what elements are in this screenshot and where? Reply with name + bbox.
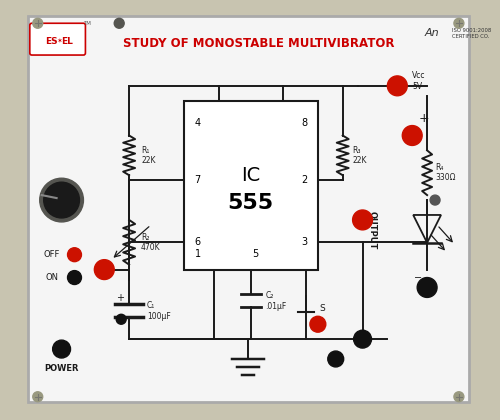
- Circle shape: [388, 76, 407, 96]
- Bar: [184, 101, 318, 270]
- Text: 8: 8: [301, 118, 307, 128]
- Text: 2: 2: [301, 175, 307, 185]
- Bar: [28, 16, 469, 402]
- Circle shape: [68, 248, 82, 262]
- Text: POWER: POWER: [44, 365, 79, 373]
- Circle shape: [94, 260, 114, 280]
- Text: Vcc
5V: Vcc 5V: [412, 71, 426, 91]
- Circle shape: [454, 18, 464, 28]
- Text: STUDY OF MONOSTABLE MULTIVIBRATOR: STUDY OF MONOSTABLE MULTIVIBRATOR: [122, 37, 394, 50]
- Circle shape: [354, 330, 372, 348]
- Circle shape: [40, 178, 84, 222]
- Text: C₁
100μF: C₁ 100μF: [147, 301, 171, 320]
- Circle shape: [352, 210, 372, 230]
- Text: 7: 7: [194, 175, 201, 185]
- Text: EL: EL: [62, 37, 74, 46]
- Text: OUTPUT: OUTPUT: [368, 211, 377, 249]
- Circle shape: [33, 392, 42, 402]
- Text: 5: 5: [252, 249, 258, 259]
- Circle shape: [402, 126, 422, 145]
- Circle shape: [33, 18, 42, 28]
- Circle shape: [454, 392, 464, 402]
- Text: R₄
330Ω: R₄ 330Ω: [435, 163, 456, 182]
- Text: +: +: [116, 294, 124, 303]
- Text: −: −: [116, 317, 124, 327]
- Text: TM: TM: [84, 21, 92, 26]
- Text: 3: 3: [301, 237, 307, 247]
- Text: An: An: [425, 28, 440, 38]
- Circle shape: [430, 195, 440, 205]
- Text: ✶: ✶: [56, 38, 62, 44]
- Text: 555: 555: [228, 193, 274, 213]
- Circle shape: [68, 270, 82, 284]
- Text: +: +: [419, 112, 430, 125]
- Text: R₂
470K: R₂ 470K: [141, 233, 161, 252]
- Circle shape: [44, 182, 80, 218]
- Text: ISO 9001:2008
CERTIFIED CO.: ISO 9001:2008 CERTIFIED CO.: [452, 28, 491, 39]
- Text: C₂
.01μF: C₂ .01μF: [265, 291, 286, 310]
- Circle shape: [328, 351, 344, 367]
- Text: ES: ES: [45, 37, 58, 46]
- Text: 6: 6: [194, 237, 200, 247]
- Circle shape: [116, 314, 126, 324]
- FancyBboxPatch shape: [30, 23, 86, 55]
- Text: 1: 1: [194, 249, 200, 259]
- Text: OFF: OFF: [44, 250, 60, 259]
- Circle shape: [114, 18, 124, 28]
- Circle shape: [310, 316, 326, 332]
- Text: R₃
22K: R₃ 22K: [352, 146, 367, 165]
- Text: S: S: [320, 304, 326, 313]
- Text: R₁
22K: R₁ 22K: [141, 146, 156, 165]
- Text: 4: 4: [194, 118, 200, 128]
- Circle shape: [52, 340, 70, 358]
- Text: IC: IC: [241, 166, 260, 185]
- Circle shape: [417, 278, 437, 297]
- Text: −: −: [414, 273, 422, 283]
- Text: ON: ON: [45, 273, 58, 282]
